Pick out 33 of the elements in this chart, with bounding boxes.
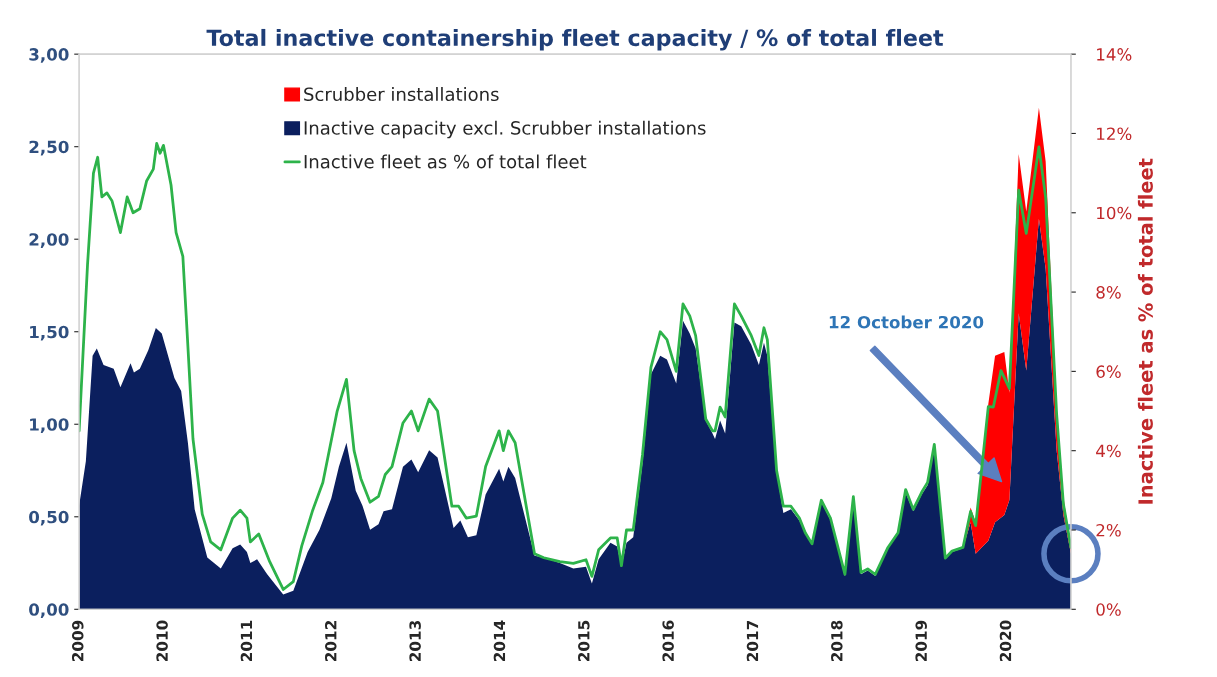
y-tick-label: 1,50 [30, 325, 69, 341]
legend-label: Inactive capacity excl. Scrubber installations [304, 120, 706, 139]
chart-title: Total inactive containership fleet capacity / % of total fleet [206, 28, 944, 51]
y-tick-label: 0,00 [29, 603, 69, 618]
x-tick-label: 2020 [999, 620, 1012, 662]
y2-tick-label: 6% [1096, 365, 1121, 378]
y2-tick-label: 14% [1097, 48, 1132, 61]
annotation: 12 October 2020 [829, 315, 984, 329]
y-tick-label: 3,00 [29, 48, 69, 63]
x-tick-label: 2018 [831, 620, 843, 662]
x-tick-label: 2013 [409, 620, 421, 662]
y2-tick-label: 2% [1096, 523, 1121, 537]
x-tick-label: 2017 [746, 620, 759, 662]
y2-tick-label: 12% [1097, 127, 1132, 141]
x-tick-label: 2014 [493, 620, 506, 662]
y-tick-label: 1,00 [30, 418, 69, 433]
y2-tick-label: 4% [1096, 444, 1121, 458]
x-tick-label: 2012 [325, 621, 337, 662]
y2-tick-label: 8% [1096, 286, 1121, 299]
y-tick-label: 0,50 [29, 510, 69, 526]
y2-tick-label: 0% [1096, 603, 1121, 616]
x-tick-label: 2016 [662, 620, 674, 662]
x-tick-label: 2011 [240, 620, 253, 662]
x-tick-label: 2009 [71, 620, 84, 662]
legend-label: Inactive fleet as % of total fleet [304, 154, 587, 169]
x-tick-label: 2019 [915, 620, 927, 662]
y-tick-label: 2,00 [29, 233, 69, 248]
y2-axis-title: Inactive fleet as % of total fleet [1137, 158, 1153, 504]
y2-tick-label: 10% [1097, 206, 1132, 220]
x-tick-label: 2010 [156, 620, 168, 662]
legend-label: Scrubber installations [304, 87, 499, 102]
x-tick-label: 2015 [578, 620, 590, 662]
y-tick-label: 2,50 [29, 140, 69, 156]
